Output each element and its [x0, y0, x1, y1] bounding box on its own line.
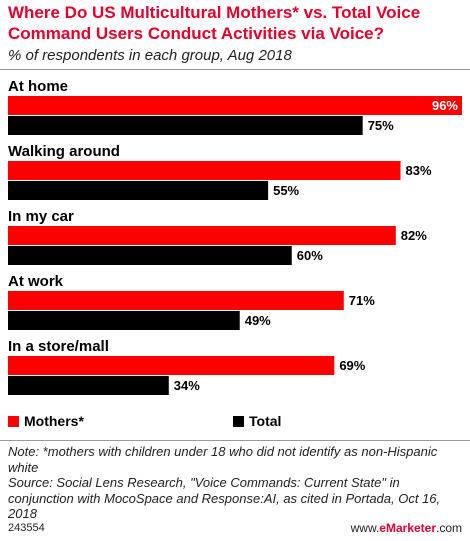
brand-logo: www.eMarketer.com: [351, 521, 462, 535]
bar-mothers-at-work: [8, 291, 344, 310]
category-label-at-work: At work: [8, 273, 64, 290]
legend-item-mothers: Mothers*: [8, 413, 84, 429]
category-label-at-home: At home: [8, 78, 68, 95]
legend-swatch-total: [233, 416, 244, 427]
bar-total-at-work: [8, 311, 240, 330]
bar-mothers-in-a-store-mall: [8, 356, 335, 375]
bottom-divider: [0, 440, 470, 441]
chart-title: Where Do US Multicultural Mothers* vs. T…: [8, 3, 421, 43]
notes: Note: *mothers with children under 18 wh…: [8, 444, 468, 522]
brand-name: eMarketer: [379, 521, 436, 535]
legend-label-total: Total: [249, 413, 282, 429]
value-label-total-in-a-store-mall: 34%: [174, 378, 200, 393]
bar-mothers-at-home: [8, 96, 462, 115]
value-label-mothers-in-my-car: 82%: [401, 228, 427, 243]
top-divider: [0, 69, 470, 70]
bar-total-in-a-store-mall: [8, 376, 169, 395]
legend-item-total: Total: [233, 413, 281, 429]
legend-label-mothers: Mothers*: [24, 413, 84, 429]
value-label-total-walking-around: 55%: [273, 183, 299, 198]
value-label-mothers-at-home: 96%: [432, 98, 458, 113]
legend-swatch-mothers: [8, 416, 19, 427]
value-label-total-at-home: 75%: [368, 118, 394, 133]
bar-chart: At home 96% 75% Walking around 83% 55% In my c…: [8, 78, 462, 395]
value-label-mothers-at-work: 71%: [349, 293, 375, 308]
brand-prefix: www.: [350, 521, 380, 535]
value-label-mothers-in-a-store-mall: 69%: [339, 358, 365, 373]
brand-suffix: .com: [435, 521, 462, 535]
bar-total-at-home: [8, 116, 363, 135]
value-label-mothers-walking-around: 83%: [406, 163, 432, 178]
bar-total-walking-around: [8, 181, 269, 200]
note-text: Note: *mothers with children under 18 wh…: [8, 444, 438, 475]
value-label-total-at-work: 49%: [245, 313, 271, 328]
source-text: Source: Social Lens Research, "Voice Com…: [8, 475, 441, 521]
bar-mothers-walking-around: [8, 161, 401, 180]
chart-subtitle: % of respondents in each group, Aug 2018: [8, 47, 292, 64]
category-label-in-my-car: In my car: [8, 208, 74, 225]
chart-id: 243554: [8, 522, 45, 534]
category-label-walking-around: Walking around: [8, 143, 120, 160]
bar-total-in-my-car: [8, 246, 292, 265]
category-label-in-a-store-mall: In a store/mall: [8, 338, 109, 355]
value-label-total-in-my-car: 60%: [297, 248, 323, 263]
bar-mothers-in-my-car: [8, 226, 396, 245]
